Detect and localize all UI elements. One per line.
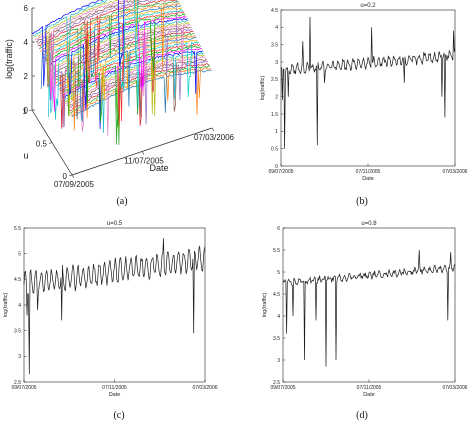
quantile-curve — [35, 0, 146, 88]
x-tick-label: 07/11/2005 — [356, 169, 381, 175]
z-tick-label: 4 — [24, 38, 29, 47]
quantile-curve — [61, 48, 202, 117]
quantile-curve — [47, 17, 188, 111]
panel-c: u=0.5 2.5 3 3.5 4 4.5 5 5.5 09/07/2005 07/11/2005… — [3, 221, 218, 398]
date-tick-mark — [211, 127, 215, 132]
quantile-curve — [38, 0, 179, 83]
u-tick-mark — [28, 109, 33, 112]
date-tick-label: 07/03/2006 — [194, 133, 235, 142]
y-tick-label: 5 — [18, 251, 21, 257]
x-tick-label: 07/03/2006 — [442, 385, 467, 391]
quantile-curve — [55, 35, 196, 131]
y-tick-label: 1 — [275, 129, 278, 135]
plot-frame — [280, 9, 456, 167]
y-tick-label: 2.5 — [273, 380, 280, 386]
date-tick-mark — [71, 174, 75, 179]
y-tick-label: 4.5 — [14, 277, 21, 283]
y-tick-label: 3.5 — [271, 42, 278, 48]
date-tick-mark — [141, 151, 145, 155]
u-tick-mark — [68, 174, 73, 177]
y-tick-label: 2.5 — [271, 77, 278, 83]
y-tick-label: 3 — [277, 358, 280, 364]
y-tick-label: 4 — [275, 25, 278, 31]
quantile-curve — [67, 60, 208, 125]
plot-frame — [23, 227, 206, 383]
panel-d: u=0.8 2.5 3 3.5 4 4.5 5 5.5 6 09/07/2005 07/11/200… — [262, 221, 468, 398]
chart-title: u=0.5 — [107, 221, 123, 227]
u-tick-mark — [48, 142, 53, 144]
z-tick-label: 6 — [24, 4, 29, 13]
y-tick-label: 5 — [277, 270, 280, 276]
x-tick-label: 07/11/2005 — [357, 385, 382, 391]
y-tick-label: 1.5 — [271, 112, 278, 118]
panel-a: 0 2 4 6 0 0.5 1 07/09/2005 11/07/2005 07/03/2006 l… — [4, 0, 235, 189]
y-tick-label: 4 — [18, 303, 21, 309]
u-tick-label: 0.5 — [36, 140, 48, 149]
quantile-curve — [39, 3, 181, 69]
caption-b: (b) — [356, 196, 368, 207]
y-tick-label: 4 — [277, 314, 280, 320]
quantile-curve — [31, 0, 125, 87]
y-tick-label: 4.5 — [273, 292, 280, 298]
y-tick-label: 3.5 — [273, 336, 280, 342]
date-tick-label: 07/09/2005 — [54, 180, 95, 189]
y-tick-label: 3 — [18, 354, 21, 360]
quantile-curve — [42, 7, 183, 89]
quantile-curve — [33, 0, 139, 84]
date-tick-label: 11/07/2005 — [124, 157, 164, 166]
x-axis-label: Date — [362, 176, 374, 182]
date-axis-label: Date — [149, 163, 168, 173]
u-tick-label: 0 — [63, 172, 68, 181]
z-tick-label: 2 — [24, 72, 29, 81]
quantile-curve — [64, 54, 205, 130]
y-tick-label: 0 — [275, 164, 278, 170]
y-tick-label: 6 — [277, 226, 280, 232]
quantile-curve — [39, 0, 180, 88]
quantile-curve — [56, 36, 197, 122]
x-tick-label: 07/11/2005 — [102, 385, 127, 391]
u-axis-label: u — [23, 151, 28, 161]
quantile-curve — [69, 64, 211, 145]
y-axis-label: log(traffic) — [262, 293, 268, 318]
u-tick-label: 1 — [23, 107, 28, 116]
x-tick-label: 07/03/2006 — [442, 169, 467, 175]
y-axis-label: log(traffic) — [260, 76, 266, 101]
y-tick-label: 2.5 — [14, 380, 21, 386]
y-tick-label: 5.5 — [273, 248, 280, 254]
y-tick-label: 3 — [275, 60, 278, 66]
quantile-curve — [34, 0, 129, 94]
chart-title: u=0.8 — [361, 221, 377, 227]
y-axis-label: log(traffic) — [3, 293, 9, 318]
y-tick-label: 0.5 — [271, 146, 278, 152]
caption-d: (d) — [356, 410, 368, 421]
quantile-curve — [36, 0, 178, 81]
quantile-curve — [57, 39, 198, 102]
y-tick-label: 5.5 — [14, 226, 21, 232]
x-axis-label: Date — [363, 392, 375, 398]
y-tick-label: 2 — [275, 94, 278, 100]
x-tick-label: 09/07/2005 — [11, 385, 36, 391]
x-tick-label: 07/03/2006 — [192, 385, 217, 391]
y-tick-label: 3.5 — [14, 328, 21, 334]
x-axis-label: Date — [109, 392, 121, 398]
series-line — [282, 249, 456, 367]
quantile-curve — [32, 0, 139, 79]
quantile-curve — [51, 26, 192, 120]
y-tick-label: 4.5 — [271, 8, 278, 14]
chart-title: u=0.2 — [360, 3, 376, 9]
series-line — [280, 16, 456, 149]
x-tick-label: 09/07/2005 — [268, 169, 293, 175]
x-tick-label: 09/07/2005 — [270, 385, 295, 391]
caption-c: (c) — [113, 410, 124, 421]
panel-b: u=0.2 0 0.5 1 1.5 2 2.5 3 3.5 4 4.5 09/07/2005 07/11… — [260, 3, 468, 182]
z-tick-label: 0 — [24, 106, 29, 115]
caption-a: (a) — [116, 196, 127, 207]
z-axis-label: log(traffic) — [4, 39, 14, 79]
series-line — [23, 238, 206, 375]
plot-frame — [282, 227, 456, 383]
